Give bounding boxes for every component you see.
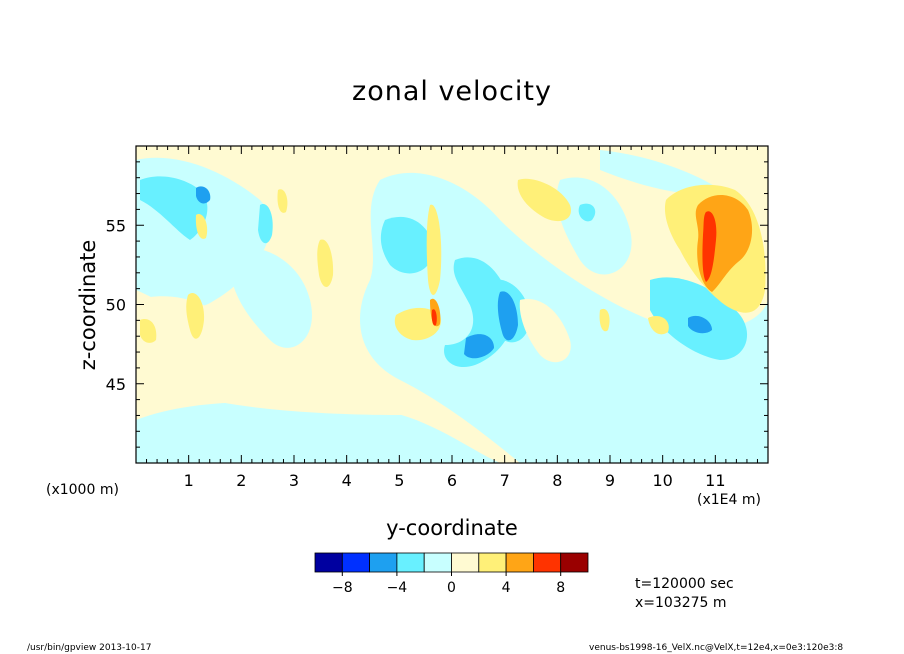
colorbar-bin xyxy=(478,552,507,573)
x-tick-label: 3 xyxy=(289,471,299,490)
colorbar-bin xyxy=(451,552,480,573)
colorbar-tick-label: −4 xyxy=(387,580,408,596)
x-tick-label: 1 xyxy=(184,471,194,490)
x-tick-label: 8 xyxy=(552,471,562,490)
y-tick-label: 55 xyxy=(106,216,126,235)
x-tick-label: 2 xyxy=(236,471,246,490)
colorbar-bin xyxy=(560,552,589,573)
colorbar-bin xyxy=(396,552,425,573)
colorbar-bin xyxy=(341,552,370,573)
x-position-annotation: x=103275 m xyxy=(635,595,727,611)
footer-left: /usr/bin/gpview 2013-10-17 xyxy=(27,643,152,653)
colorbar-tick-label: −8 xyxy=(332,580,353,596)
colorbar-bin xyxy=(505,552,534,573)
y-axis-title: z-coordinate xyxy=(76,239,100,371)
colorbar-bin xyxy=(369,552,398,573)
x-tick-label: 5 xyxy=(394,471,404,490)
y-tick-label: 50 xyxy=(106,296,126,315)
y-scale-note: (x1000 m) xyxy=(46,482,119,498)
colorbar-bin xyxy=(314,552,343,573)
y-axis: 45 50 55 xyxy=(106,145,768,464)
x-scale-note: (x1E4 m) xyxy=(697,492,761,508)
colorbar-tick-label: 8 xyxy=(556,580,565,596)
colorbar-tick-label: 0 xyxy=(447,580,456,596)
y-tick-label: 45 xyxy=(106,375,126,394)
x-axis: 1 2 3 4 5 6 7 8 9 10 11 xyxy=(135,146,769,490)
x-tick-label: 7 xyxy=(500,471,510,490)
colorbar-bin xyxy=(423,552,452,573)
chart-title: zonal velocity xyxy=(352,76,552,107)
x-tick-label: 4 xyxy=(342,471,352,490)
heatmap-field xyxy=(136,146,768,463)
x-tick-label: 9 xyxy=(605,471,615,490)
colorbar: −8 −4 0 4 8 xyxy=(314,552,589,596)
time-annotation: t=120000 sec xyxy=(635,576,734,592)
footer-right: venus-bs1998-16_VelX.nc@VelX,t=12e4,x=0e… xyxy=(589,643,844,653)
x-tick-label: 11 xyxy=(705,471,725,490)
colorbar-bin xyxy=(533,552,562,573)
colorbar-tick-label: 4 xyxy=(502,580,511,596)
x-axis-title: y-coordinate xyxy=(386,516,518,540)
x-tick-label: 6 xyxy=(447,471,457,490)
x-tick-label: 10 xyxy=(652,471,672,490)
